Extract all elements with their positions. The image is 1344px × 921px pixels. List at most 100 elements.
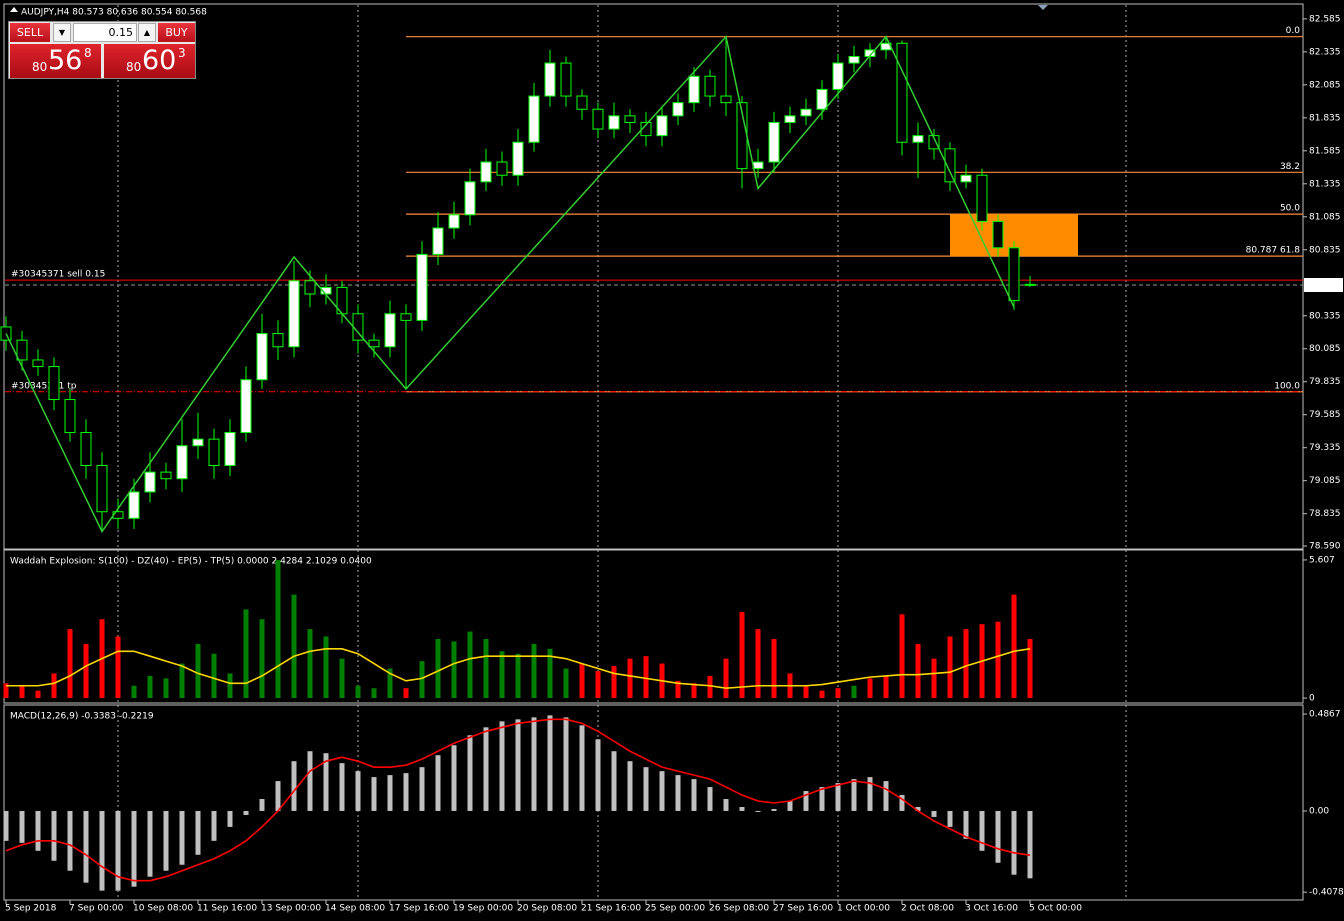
indicator-bar bbox=[275, 781, 281, 811]
candle-body bbox=[784, 115, 796, 123]
candle-body bbox=[480, 161, 492, 183]
lot-up[interactable]: ▲ bbox=[138, 23, 156, 42]
y-tick-label: 78.835 bbox=[1309, 509, 1341, 519]
indicator-bar bbox=[899, 614, 905, 699]
y-tick-label: 79.335 bbox=[1309, 443, 1341, 453]
waddah-pane bbox=[3, 549, 1304, 704]
indicator-bar bbox=[323, 753, 329, 811]
x-tick-label: 1 Oct 00:00 bbox=[837, 904, 890, 914]
collapse-icon[interactable] bbox=[10, 7, 18, 12]
indicator-bar bbox=[147, 810, 153, 877]
indicator-bar bbox=[483, 638, 489, 699]
buy-price[interactable]: 80 60 3 bbox=[104, 44, 195, 78]
candle-body bbox=[624, 115, 636, 123]
indicator-line bbox=[5, 718, 1031, 882]
indicator-bar bbox=[131, 810, 137, 887]
indicator-bar bbox=[387, 668, 393, 699]
indicator-bar bbox=[755, 629, 761, 699]
indicator-bar bbox=[723, 658, 729, 699]
candle-body bbox=[912, 135, 924, 143]
macd-title: MACD(12,26,9) -0.3383 -0.2219 bbox=[10, 712, 154, 722]
price-pane bbox=[3, 3, 1304, 550]
candle-body bbox=[368, 339, 380, 348]
x-tick-label: 25 Sep 00:00 bbox=[645, 904, 705, 914]
y-tick-label: -0.4078 bbox=[1309, 888, 1344, 898]
candle-body bbox=[528, 95, 540, 143]
sell-price[interactable]: 80 56 8 bbox=[10, 44, 101, 78]
buy-pips: 60 bbox=[142, 45, 177, 76]
candle-body bbox=[32, 359, 44, 368]
price-box-bg bbox=[1304, 278, 1343, 293]
sell-pips: 56 bbox=[48, 45, 83, 76]
candle-body bbox=[576, 95, 588, 110]
indicator-bar bbox=[707, 787, 713, 811]
candle-body bbox=[672, 102, 684, 117]
indicator-bar bbox=[163, 810, 169, 871]
candle-body bbox=[656, 115, 668, 137]
indicator-bar bbox=[115, 636, 121, 699]
candle-body bbox=[432, 227, 444, 255]
fib-label: 80.787 61.8 bbox=[1246, 246, 1301, 256]
candle-body bbox=[256, 333, 268, 381]
indicator-bar bbox=[867, 777, 873, 811]
indicator-bar bbox=[3, 683, 9, 699]
shift-marker bbox=[1038, 5, 1048, 10]
indicator-bar bbox=[451, 641, 457, 699]
indicator-bar bbox=[931, 810, 937, 817]
one-click-trading-panel: SELL ▼ 0.15 ▲ BUY 80 56 8 80 60 3 bbox=[8, 21, 196, 79]
y-tick-label: 79.085 bbox=[1309, 476, 1341, 486]
indicator-bar bbox=[179, 663, 185, 699]
indicator-bar bbox=[83, 643, 89, 699]
candle-body bbox=[80, 432, 92, 467]
indicator-bar bbox=[99, 810, 105, 891]
x-tick-label: 14 Sep 08:00 bbox=[325, 904, 385, 914]
indicator-bar bbox=[51, 673, 57, 699]
indicator-bar bbox=[451, 745, 457, 811]
indicator-bar bbox=[771, 638, 777, 699]
indicator-bar bbox=[739, 806, 745, 811]
x-tick-label: 13 Sep 00:00 bbox=[261, 904, 321, 914]
indicator-bar bbox=[739, 611, 745, 699]
y-tick-label: 78.590 bbox=[1309, 542, 1341, 552]
indicator-bar bbox=[339, 658, 345, 699]
x-tick-label: 3 Oct 16:00 bbox=[965, 904, 1018, 914]
lot-down[interactable]: ▼ bbox=[53, 23, 71, 42]
indicator-bar bbox=[803, 685, 809, 699]
indicator-bar bbox=[579, 663, 585, 699]
indicator-bar bbox=[611, 751, 617, 811]
indicator-bar bbox=[195, 810, 201, 855]
indicator-bar bbox=[115, 810, 121, 891]
y-tick-label: 80.835 bbox=[1309, 245, 1341, 255]
y-tick-label: 82.585 bbox=[1309, 14, 1341, 24]
candle-body bbox=[896, 42, 908, 143]
candle-body bbox=[544, 62, 556, 97]
indicator-bar bbox=[659, 771, 665, 811]
symbol-info: AUDJPY,H4 80.573 80.636 80.554 80.568 bbox=[21, 8, 207, 18]
indicator-bar bbox=[947, 636, 953, 699]
lot-field[interactable]: 0.15 bbox=[73, 23, 137, 42]
indicator-bar bbox=[131, 685, 137, 699]
sell-button[interactable]: SELL bbox=[10, 23, 50, 42]
indicator-bar bbox=[627, 761, 633, 811]
indicator-bar bbox=[787, 801, 793, 811]
indicator-bar bbox=[67, 810, 73, 871]
y-tick-label: 80.335 bbox=[1309, 311, 1341, 321]
indicator-bar bbox=[243, 810, 249, 815]
indicator-bar bbox=[227, 673, 233, 699]
candle-body bbox=[928, 135, 940, 150]
fib-label: 0.0 bbox=[1286, 26, 1301, 36]
candle-body bbox=[768, 121, 780, 163]
x-tick-label: 11 Sep 16:00 bbox=[197, 904, 257, 914]
indicator-bar bbox=[275, 560, 281, 699]
indicator-bar bbox=[899, 795, 905, 811]
candle-body bbox=[688, 75, 700, 104]
macd-pane bbox=[3, 704, 1304, 901]
indicator-bar bbox=[691, 683, 697, 699]
indicator-bar bbox=[547, 715, 553, 811]
candle-body bbox=[640, 121, 652, 137]
indicator-bar bbox=[35, 810, 41, 851]
indicator-bar bbox=[931, 658, 937, 699]
buy-button[interactable]: BUY bbox=[158, 23, 195, 42]
indicator-bar bbox=[1011, 810, 1017, 875]
indicator-bar bbox=[915, 806, 921, 811]
